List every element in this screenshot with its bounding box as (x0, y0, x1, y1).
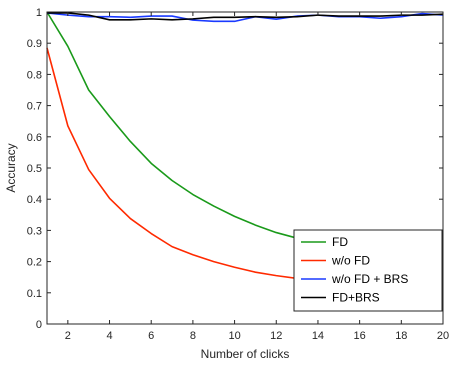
legend: FD w/o FD w/o FD + BRS FD+BRS (293, 229, 443, 312)
y-tick-label: 0 (36, 319, 42, 331)
y-tick-label: 0.9 (27, 38, 42, 50)
x-tick-label: 10 (228, 330, 240, 342)
y-tick-label: 0.2 (27, 257, 42, 269)
x-tick-label: 12 (270, 330, 282, 342)
legend-label: w/o FD + BRS (331, 272, 408, 286)
legend-label: w/o FD (331, 254, 370, 268)
legend-label: FD (332, 235, 348, 249)
x-tick-label: 18 (395, 330, 407, 342)
series-line (47, 12, 444, 21)
series-line (46, 12, 444, 23)
y-tick-label: 0.1 (27, 288, 42, 300)
y-tick-label: 0.8 (27, 69, 42, 81)
y-tick-label: 0.4 (27, 194, 42, 206)
y-axis-label: Accuracy (4, 143, 18, 192)
tick-layer: 2 4 6 8 10 12 14 16 18 20 0 0.1 0.2 0.3 0.4 0.5 0.6 0.7 0.… (27, 7, 449, 342)
x-tick-label: 6 (148, 330, 154, 342)
y-tick-label: 0.3 (27, 225, 42, 237)
x-tick-label: 16 (354, 330, 366, 342)
y-tick-label: 0.6 (27, 132, 42, 144)
x-tick-label: 14 (312, 330, 324, 342)
y-tick-label: 0.7 (27, 101, 42, 113)
x-tick-label: 4 (106, 330, 112, 342)
y-tick-label: 0.5 (27, 163, 42, 175)
x-tick-label: 2 (65, 330, 71, 342)
x-axis-label: Number of clicks (201, 347, 290, 361)
y-tick-label: 1 (36, 7, 42, 19)
x-tick-label: 20 (437, 330, 449, 342)
legend-label: FD+BRS (332, 291, 380, 305)
x-tick-label: 8 (190, 330, 196, 342)
series-line (46, 11, 444, 268)
